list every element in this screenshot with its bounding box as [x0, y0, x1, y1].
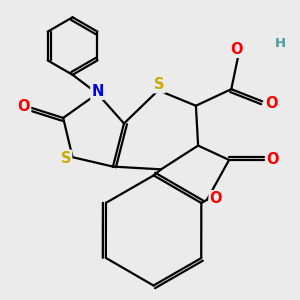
Text: O: O	[210, 191, 222, 206]
Text: S: S	[61, 151, 71, 166]
Text: N: N	[91, 84, 104, 99]
Text: O: O	[265, 96, 278, 111]
Text: H: H	[274, 37, 286, 50]
Text: O: O	[230, 42, 242, 57]
Text: O: O	[266, 152, 279, 167]
Text: O: O	[18, 99, 30, 114]
Text: S: S	[154, 77, 165, 92]
